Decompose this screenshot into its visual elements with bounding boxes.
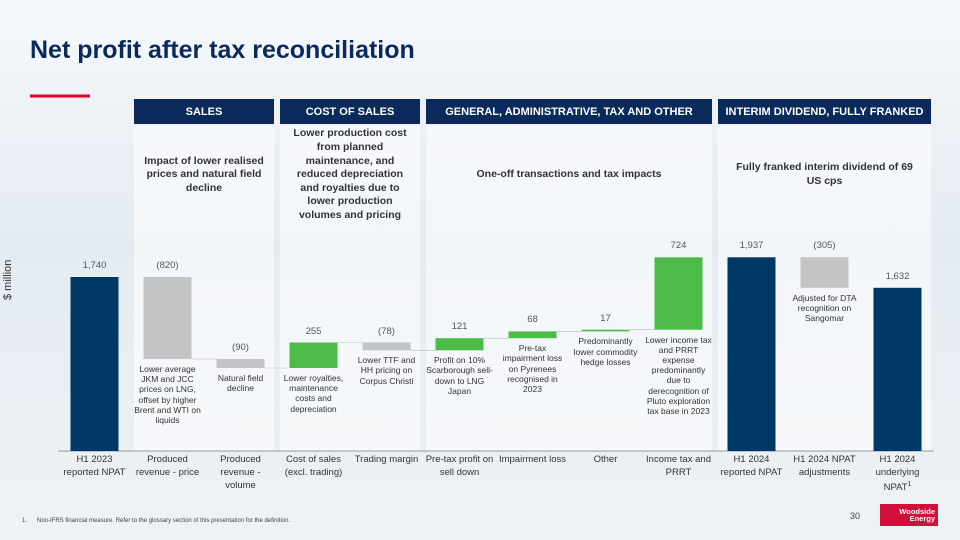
category-text: Produced revenue - price [135,454,200,478]
x-tick-label: Produced revenue - price [132,454,204,480]
value-label: (78) [378,325,395,337]
category-text: H1 2024 NPAT adjustments [793,454,856,478]
bar [70,277,119,451]
category-text: Produced revenue - volume [220,454,261,491]
bar-note: Natural field decline [217,373,264,394]
value-label: 121 [451,321,468,333]
bar-note: Lower TTF and HH pricing on Corpus Chris… [357,355,416,386]
category-text: H1 2023 reported NPAT [63,454,126,478]
bar [727,257,776,451]
x-tick-label: H1 2024 underlying NPAT1 [862,454,934,495]
category-text: H1 2024 reported NPAT [720,454,783,478]
footnote: 1. Non-IFRS financial measure. Refer to … [22,518,291,524]
section-header: SALES [134,99,274,124]
x-tick-label: H1 2024 NPAT adjustments [789,454,861,480]
category-text: Impairment loss [498,454,567,465]
value-label: (305) [813,240,836,252]
logo: Woodside Energy [880,504,938,526]
value-label: 68 [527,314,538,326]
bar [508,331,557,339]
x-tick-label: Cost of sales (excl. trading) [278,454,350,480]
y-axis-label: $ million [2,259,14,300]
section-panel [280,126,420,451]
category-text: Cost of sales (excl. trading) [284,454,343,478]
page-number: 30 [850,511,861,521]
category-text: Pre-tax profit on sell down [425,454,494,478]
bar [873,287,922,451]
value-label: (90) [232,342,249,353]
bar [143,277,192,359]
bar [581,329,630,332]
bar-note: Profit on 10% Scarborough sell-down to L… [426,355,493,396]
value-label: 1,937 [739,240,764,252]
value-label: 1,740 [82,260,107,271]
bar [289,342,338,368]
bar [216,359,265,368]
value-label: (820) [156,260,179,271]
bar-note: Lower income tax and PRRT expense predom… [645,334,712,416]
bar [800,257,849,288]
category-text: Income tax and PRRT [646,454,711,478]
category-text: Other [593,454,618,465]
category-text: Trading margin [354,454,419,465]
value-label: 255 [305,325,322,337]
bar-note: Lower royalties, maintenance costs and d… [283,373,344,414]
value-label: 17 [600,312,611,324]
x-tick-label: H1 2023 reported NPAT [59,454,131,480]
x-tick-label: Trading margin [351,454,423,467]
bar-note: Lower average JKM and JCC prices on LNG,… [134,364,201,425]
slide-title: Net profit after tax reconciliation [30,36,415,64]
footnote-marker: 1 [907,480,912,488]
section-header: INTERIM DIVIDEND, FULLY FRANKED [718,99,931,124]
section-description: Lower production cost from planned maint… [293,127,407,222]
bar-note: Predominantly lower commodity hedge loss… [573,336,638,367]
section-header: GENERAL, ADMINISTRATIVE, TAX AND OTHER [426,99,712,124]
category-text: H1 2024 underlying NPAT [875,454,920,493]
bar [362,342,411,351]
section-description: Fully franked interim dividend of 69 US … [736,161,913,187]
bar [435,338,484,351]
x-tick-label: Pre-tax profit on sell down [424,454,496,480]
bar-note: Pre-tax impairment loss on Pyrenees reco… [502,343,563,394]
x-tick-label: Income tax and PRRT [643,454,715,480]
x-tick-label: H1 2024 reported NPAT [716,454,788,480]
bar-note: Adjusted for DTA recognition on Sangomar [792,292,857,324]
value-label: 1,632 [885,270,910,282]
x-tick-label: Impairment loss [497,454,569,467]
x-tick-label: Produced revenue - volume [205,454,277,492]
bar [654,257,703,330]
section-description: One-off transactions and tax impacts [476,168,662,181]
section-description: Impact of lower realised prices and natu… [144,154,264,194]
x-tick-label: Other [570,454,642,467]
section-header: COST OF SALES [280,99,420,124]
value-label: 724 [670,240,687,252]
